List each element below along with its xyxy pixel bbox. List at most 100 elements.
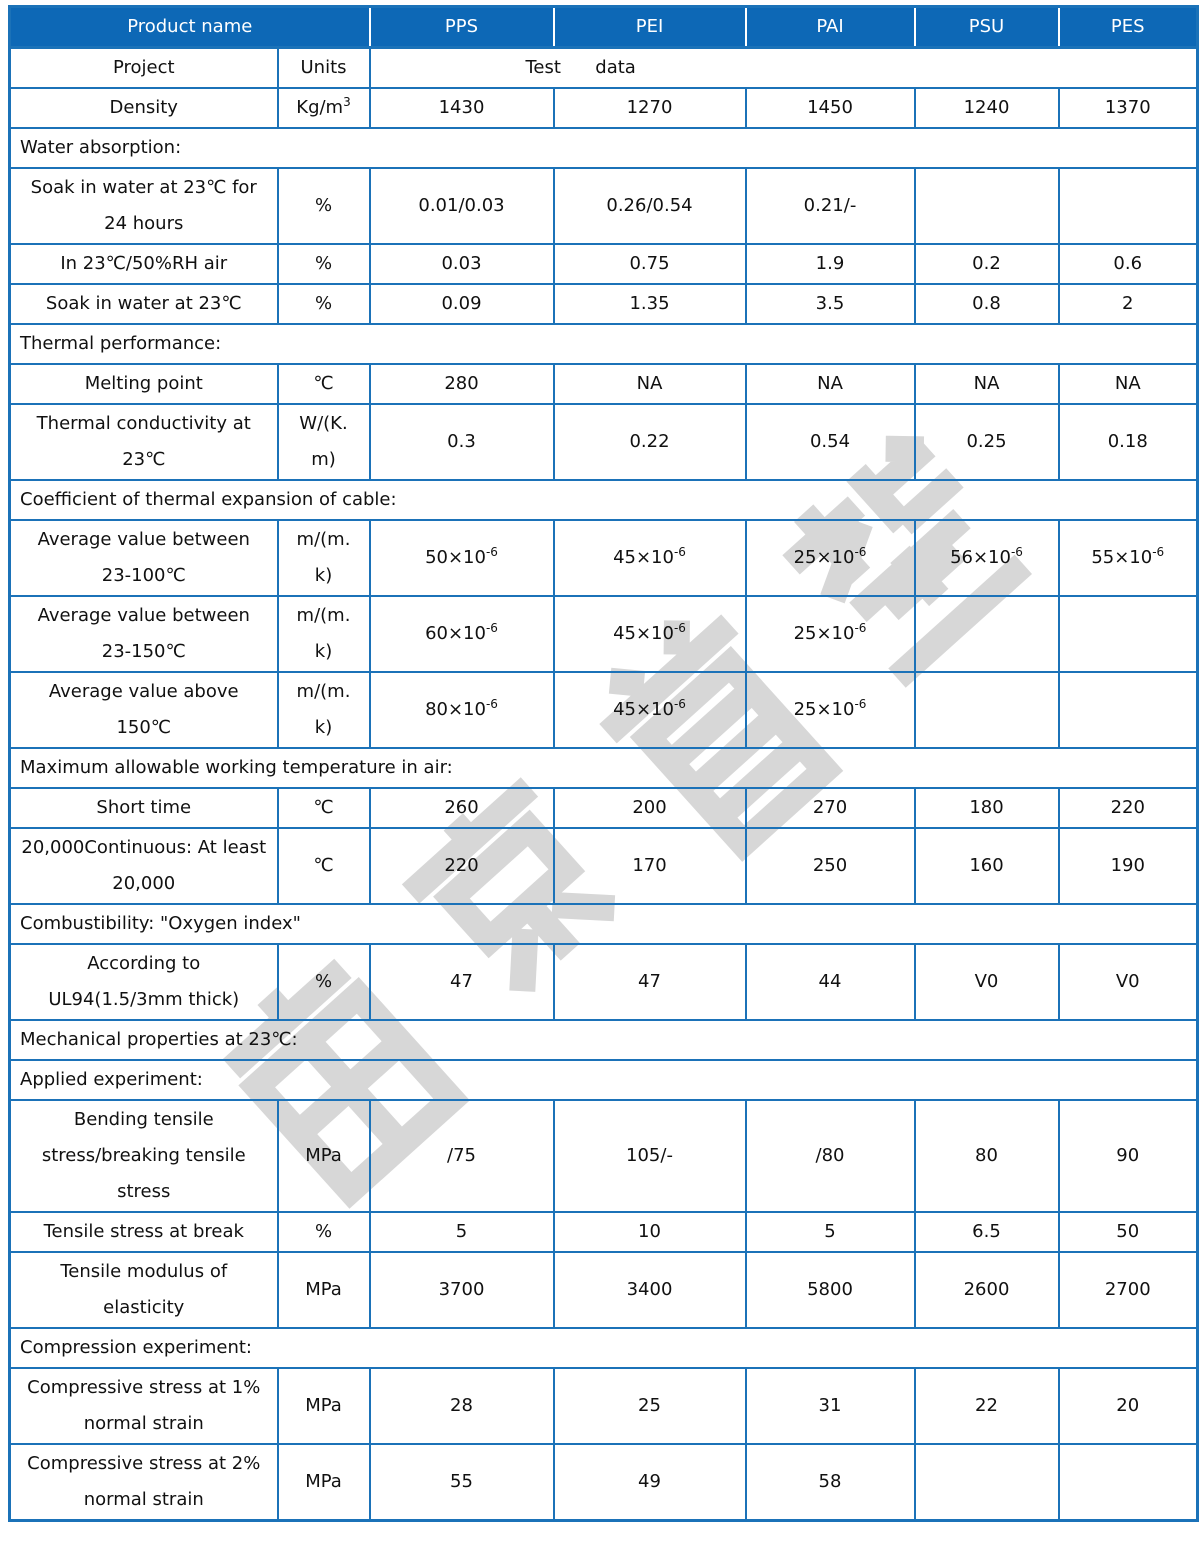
value-cell: 1430 [368, 87, 555, 129]
value-cell: 25×10-6 [744, 519, 916, 597]
test-data-cell: Test data [368, 46, 1199, 89]
section-header: Maximum allowable working temperature in… [8, 747, 1199, 789]
row-label: In 23℃/50%RH air [8, 243, 279, 285]
value-cell [913, 671, 1060, 749]
column-header-pei: PEI [552, 5, 747, 49]
table-row: Melting point ℃ 280 NA NA NA NA [8, 363, 1199, 405]
value-cell: 6.5 [913, 1211, 1060, 1253]
section-row: Water absorption: [8, 127, 1199, 169]
value-cell: 60×10-6 [368, 595, 555, 673]
section-header: Water absorption: [8, 127, 1199, 169]
value-cell: 2600 [913, 1251, 1060, 1329]
value-cell: 49 [552, 1443, 747, 1522]
value-cell: 1.35 [552, 283, 747, 325]
value-cell: 90 [1057, 1099, 1199, 1213]
row-label: Compressive stress at 1% normal strain [8, 1367, 279, 1445]
value-cell: 20 [1057, 1367, 1199, 1445]
project-label: Project [8, 46, 279, 89]
section-header: Thermal performance: [8, 323, 1199, 365]
value-cell: 0.26/0.54 [552, 167, 747, 245]
table-body: Project Units Test data Density Kg/m3 1430 127… [8, 46, 1199, 1522]
value-cell: 0.8 [913, 283, 1060, 325]
table-row: Average value above 150℃ m/(m. k) 80×10-6 4… [8, 671, 1199, 749]
value-cell: 58 [744, 1443, 916, 1522]
value-cell: 170 [552, 827, 747, 905]
value-cell: 1.9 [744, 243, 916, 285]
unit-cell: m/(m. k) [276, 519, 371, 597]
section-row: Maximum allowable working temperature in… [8, 747, 1199, 789]
column-header-pai: PAI [744, 5, 916, 49]
unit-cell: m/(m. k) [276, 595, 371, 673]
value-cell: 220 [368, 827, 555, 905]
unit-cell: ℃ [276, 363, 371, 405]
value-cell: 50 [1057, 1211, 1199, 1253]
row-label: Bending tensile stress/breaking tensile … [8, 1099, 279, 1213]
value-cell: 2700 [1057, 1251, 1199, 1329]
value-cell: 260 [368, 787, 555, 829]
watermark-text: 南京首塑 [0, 0, 4, 1]
table-row: Compressive stress at 1% normal strain MP… [8, 1367, 1199, 1445]
value-cell: 55×10-6 [1057, 519, 1199, 597]
value-cell: 1240 [913, 87, 1060, 129]
column-header-product-name: Product name [8, 5, 371, 49]
row-label: Melting point [8, 363, 279, 405]
section-row: Applied experiment: [8, 1059, 1199, 1101]
value-cell: 1270 [552, 87, 747, 129]
value-cell: 3.5 [744, 283, 916, 325]
value-cell: 5 [744, 1211, 916, 1253]
value-cell: NA [1057, 363, 1199, 405]
value-cell: 22 [913, 1367, 1060, 1445]
value-cell: 0.54 [744, 403, 916, 481]
value-cell [1057, 167, 1199, 245]
value-cell: 47 [552, 943, 747, 1021]
row-label: Average value between 23-100℃ [8, 519, 279, 597]
value-cell [913, 167, 1060, 245]
row-label: Thermal conductivity at 23℃ [8, 403, 279, 481]
value-cell: 2 [1057, 283, 1199, 325]
value-cell: 25 [552, 1367, 747, 1445]
section-header: Mechanical properties at 23℃: [8, 1019, 1199, 1061]
value-cell: 1450 [744, 87, 916, 129]
value-cell: 55 [368, 1443, 555, 1522]
value-cell: 0.18 [1057, 403, 1199, 481]
value-cell: 0.21/- [744, 167, 916, 245]
value-cell: 0.22 [552, 403, 747, 481]
value-cell: 190 [1057, 827, 1199, 905]
value-cell: 56×10-6 [913, 519, 1060, 597]
table-row: Bending tensile stress/breaking tensile … [8, 1099, 1199, 1213]
value-cell: 47 [368, 943, 555, 1021]
value-cell [1057, 1443, 1199, 1522]
value-cell: 28 [368, 1367, 555, 1445]
table-row: Density Kg/m3 1430 1270 1450 1240 1370 [8, 87, 1199, 129]
unit-cell: Kg/m3 [276, 87, 371, 129]
row-label: Short time [8, 787, 279, 829]
value-cell: 25×10-6 [744, 595, 916, 673]
column-header-psu: PSU [913, 5, 1060, 49]
unit-cell: ℃ [276, 827, 371, 905]
table-row: Average value between 23-150℃ m/(m. k) 60×… [8, 595, 1199, 673]
value-cell: V0 [1057, 943, 1199, 1021]
table-row: Short time ℃ 260 200 270 180 220 [8, 787, 1199, 829]
value-cell: 44 [744, 943, 916, 1021]
value-cell: 160 [913, 827, 1060, 905]
unit-cell: % [276, 243, 371, 285]
row-label: Density [8, 87, 279, 129]
unit-cell: MPa [276, 1443, 371, 1522]
value-cell: 0.3 [368, 403, 555, 481]
units-label: Units [276, 46, 371, 89]
section-row: Mechanical properties at 23℃: [8, 1019, 1199, 1061]
column-header-pes: PES [1057, 5, 1199, 49]
value-cell: 220 [1057, 787, 1199, 829]
table-row: According to UL94(1.5/3mm thick)% 47 47 44 V… [8, 943, 1199, 1021]
row-label: 20,000Continuous: At least 20,000 [8, 827, 279, 905]
value-cell: /75 [368, 1099, 555, 1213]
value-cell: 31 [744, 1367, 916, 1445]
value-cell: 5 [368, 1211, 555, 1253]
section-row: Combustibility: "Oxygen index" [8, 903, 1199, 945]
value-cell: 50×10-6 [368, 519, 555, 597]
table-row: Soak in water at 23℃ for 24 hours% 0.01/0… [8, 167, 1199, 245]
value-cell: 3400 [552, 1251, 747, 1329]
subheader-row: Project Units Test data [8, 46, 1199, 89]
value-cell: 80×10-6 [368, 671, 555, 749]
